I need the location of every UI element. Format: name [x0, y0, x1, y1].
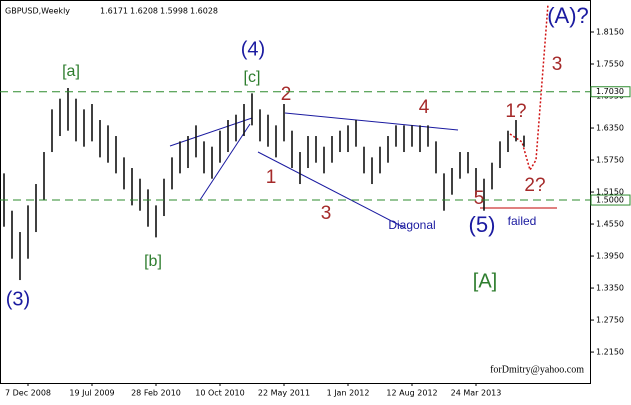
y-tick-label: 1.5750 — [596, 156, 624, 165]
wave-label: (5) — [469, 212, 496, 237]
x-tick-label: 28 Feb 2010 — [131, 389, 181, 398]
wave-label: 1 — [266, 167, 277, 188]
trendline — [199, 123, 251, 201]
x-tick-label: 7 Dec 2008 — [5, 389, 51, 398]
x-tick-label: 19 Jul 2009 — [69, 389, 114, 398]
level-box — [590, 194, 631, 206]
wave-label: 4 — [419, 97, 430, 118]
wave-label: [b] — [144, 253, 162, 270]
note: Diagonal — [388, 218, 435, 232]
x-tick-label: 10 Oct 2010 — [195, 389, 244, 398]
y-tick-label: 1.4550 — [596, 220, 624, 229]
trendline — [257, 151, 406, 229]
trendline — [169, 117, 253, 147]
quote: 1.6208 — [130, 7, 158, 16]
x-tick-label: 24 Mar 2013 — [451, 389, 502, 398]
x-tick-label: 12 Aug 2012 — [386, 389, 437, 398]
x-tick-label: 1 Jan 2012 — [327, 389, 370, 398]
projection — [509, 3, 549, 172]
wave-labels: (A)? (4) [a] [c] 2 3 4 1? 1 2? 3 5 (5) [… — [6, 3, 589, 310]
quote: 1.6028 — [190, 7, 218, 16]
wave-label: [c] — [244, 69, 261, 86]
wave-label: [a] — [62, 63, 80, 80]
credit: forDmitry@yahoo.com — [490, 364, 584, 375]
x-tick-label: 22 May 2011 — [258, 389, 310, 398]
wave-label: 1? — [505, 101, 526, 122]
price-bars — [3, 88, 525, 281]
level-box — [590, 86, 631, 98]
y-tick-label: 1.3350 — [596, 284, 624, 293]
wave-label: 3 — [321, 203, 332, 224]
wave-label: 2? — [524, 175, 545, 196]
wave-label: (3) — [6, 288, 30, 310]
wave-label: 2 — [281, 84, 292, 105]
quote: 1.6171 — [100, 7, 128, 16]
y-tick-label: 1.5150 — [596, 188, 624, 197]
level-label: 1.7030 — [596, 87, 624, 96]
wave-label: (4) — [241, 38, 265, 60]
wave-label: 3 — [552, 54, 563, 75]
note: failed — [508, 214, 537, 228]
y-tick-label: 1.3950 — [596, 252, 624, 261]
symbol: GBPUSD,Weekly — [5, 7, 70, 16]
trendline — [284, 112, 459, 131]
y-tick-label: 1.8150 — [596, 28, 624, 37]
trendlines — [169, 112, 459, 229]
quote: 1.5998 — [160, 7, 188, 16]
y-tick-label: 1.2150 — [596, 348, 624, 357]
y-tick-label: 1.7550 — [596, 60, 624, 69]
level-label: 1.5000 — [596, 196, 624, 205]
wave-label: [A] — [473, 270, 497, 292]
wave-label: 5 — [474, 188, 485, 209]
wave-label: (A)? — [547, 3, 589, 28]
y-tick-label: 1.2750 — [596, 316, 624, 325]
y-tick-label: 1.6350 — [596, 124, 624, 133]
